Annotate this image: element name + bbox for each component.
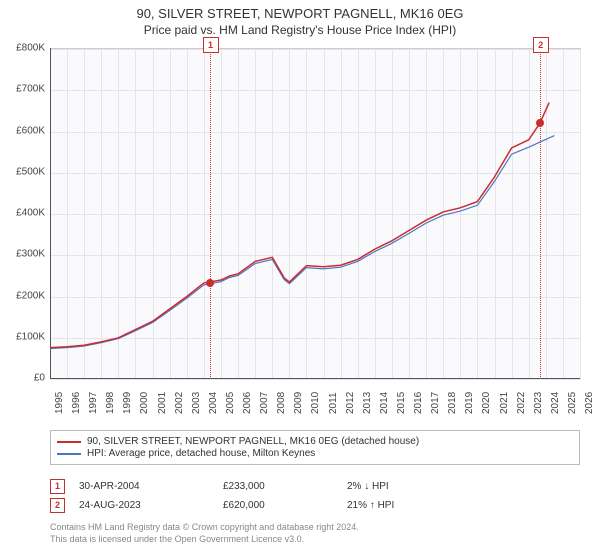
x-tick-label: 1996 [71,392,82,414]
x-tick-label: 2021 [499,392,510,414]
sale-delta: 21% ↑ HPI [347,500,394,511]
legend-swatch [57,453,81,455]
x-tick-label: 2002 [174,392,185,414]
chart-title-line2: Price paid vs. HM Land Registry's House … [0,23,600,37]
x-tick-label: 2004 [208,392,219,414]
marker-dash [210,49,211,379]
sale-point [206,279,214,287]
sale-row: 1 30-APR-2004 £233,000 2% ↓ HPI [50,479,580,494]
footer-attribution: Contains HM Land Registry data © Crown c… [50,522,580,545]
legend: 90, SILVER STREET, NEWPORT PAGNELL, MK16… [50,430,580,465]
y-tick-label: £700K [1,84,45,95]
x-tick-label: 2023 [533,392,544,414]
x-tick-label: 2005 [225,392,236,414]
sale-delta: 2% ↓ HPI [347,481,389,492]
sale-date: 24-AUG-2023 [79,500,209,511]
x-tick-label: 2014 [379,392,390,414]
x-tick-label: 2008 [276,392,287,414]
y-axis [50,48,51,378]
y-tick-label: £0 [1,373,45,384]
x-axis [50,378,580,379]
y-tick-label: £800K [1,43,45,54]
x-tick-label: 2007 [259,392,270,414]
legend-item: HPI: Average price, detached house, Milt… [57,448,573,459]
legend-label: HPI: Average price, detached house, Milt… [87,448,315,459]
x-tick-label: 2026 [584,392,595,414]
x-tick-label: 1997 [88,392,99,414]
x-tick-label: 2025 [567,392,578,414]
sale-point [536,119,544,127]
series-line [50,136,554,349]
marker-box: 2 [533,37,549,53]
x-tick-label: 2001 [157,392,168,414]
x-tick-label: 2000 [139,392,150,414]
x-tick-label: 2017 [430,392,441,414]
x-tick-label: 2019 [464,392,475,414]
marker-dash [540,49,541,379]
sale-date: 30-APR-2004 [79,481,209,492]
x-tick-label: 2024 [550,392,561,414]
y-tick-label: £300K [1,249,45,260]
y-tick-label: £100K [1,331,45,342]
price-chart: 12 [50,48,581,379]
marker-line [210,49,211,379]
legend-label: 90, SILVER STREET, NEWPORT PAGNELL, MK16… [87,436,419,447]
x-tick-label: 2011 [328,392,339,414]
x-tick-label: 2020 [481,392,492,414]
sale-price: £620,000 [223,500,333,511]
legend-item: 90, SILVER STREET, NEWPORT PAGNELL, MK16… [57,436,573,447]
sale-id-box: 1 [50,479,65,494]
series-line [50,103,549,348]
x-tick-label: 2013 [362,392,373,414]
x-tick-label: 2003 [191,392,202,414]
series-svg [50,49,580,379]
gridline-v [580,49,581,379]
y-tick-label: £400K [1,208,45,219]
marker-line [540,49,541,379]
x-tick-label: 2022 [516,392,527,414]
gridline-h [50,379,580,380]
footer-line1: Contains HM Land Registry data © Crown c… [50,522,580,534]
x-tick-label: 2018 [447,392,458,414]
x-tick-label: 2009 [293,392,304,414]
legend-swatch [57,441,81,443]
y-tick-label: £200K [1,290,45,301]
x-tick-label: 2015 [396,392,407,414]
x-tick-label: 2006 [242,392,253,414]
x-tick-label: 1995 [54,392,65,414]
marker-box: 1 [203,37,219,53]
sale-row: 2 24-AUG-2023 £620,000 21% ↑ HPI [50,498,580,513]
footer-line2: This data is licensed under the Open Gov… [50,534,580,546]
x-tick-label: 2010 [310,392,321,414]
y-tick-label: £600K [1,125,45,136]
sale-id-box: 2 [50,498,65,513]
sales-table: 1 30-APR-2004 £233,000 2% ↓ HPI 2 24-AUG-2023… [50,475,580,517]
x-tick-label: 2016 [413,392,424,414]
x-tick-label: 2012 [345,392,356,414]
y-tick-label: £500K [1,166,45,177]
x-tick-label: 1998 [105,392,116,414]
x-tick-label: 1999 [122,392,133,414]
sale-price: £233,000 [223,481,333,492]
chart-title-line1: 90, SILVER STREET, NEWPORT PAGNELL, MK16… [0,6,600,21]
